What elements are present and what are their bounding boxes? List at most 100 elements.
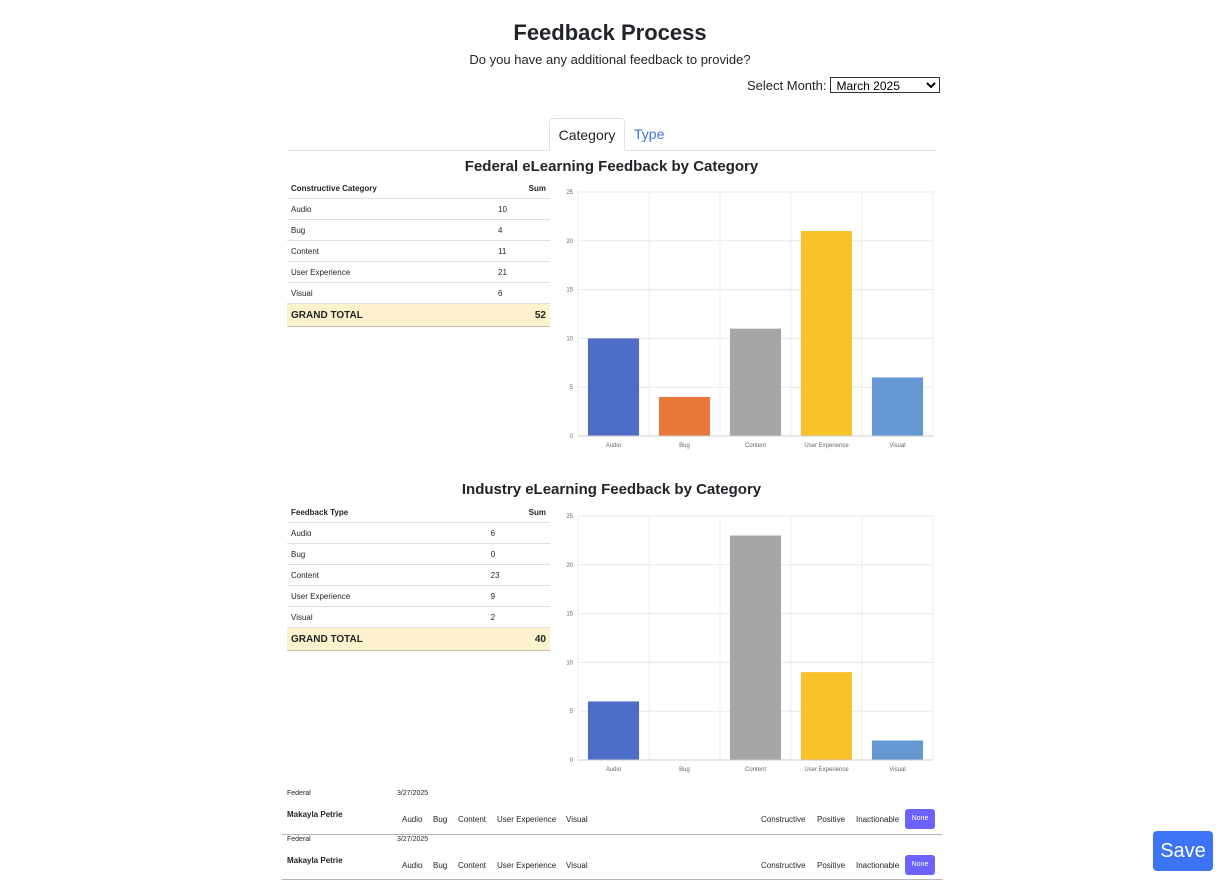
- category-chip-audio[interactable]: Audio: [402, 861, 423, 870]
- y-tick-label: 5: [570, 385, 574, 391]
- x-tick-label: Content: [745, 443, 766, 449]
- bar-audio: [587, 338, 640, 436]
- grand-total-label: GRAND TOTAL: [287, 303, 495, 327]
- y-tick-label: 25: [566, 514, 573, 520]
- y-tick-label: 20: [566, 239, 573, 245]
- row-label: Visual: [287, 282, 495, 304]
- industry-section-title: Industry eLearning Feedback by Category: [461, 481, 762, 498]
- save-button[interactable]: Save: [1153, 831, 1213, 871]
- type-chip-positive[interactable]: Positive: [817, 861, 846, 870]
- month-label: Select Month:: [747, 77, 827, 93]
- x-tick-label: User Experience: [804, 767, 849, 773]
- row-value: 11: [494, 240, 550, 262]
- row-label: Bug: [287, 219, 495, 241]
- type-chip-positive[interactable]: Positive: [817, 815, 846, 824]
- grand-total-row: GRAND TOTAL 40: [287, 627, 550, 651]
- type-chip-inactionable[interactable]: Inactionable: [856, 815, 900, 824]
- table-row: Visual 6: [287, 282, 550, 304]
- bar-user-experience: [800, 672, 853, 760]
- month-selector: Select Month: March 2025: [747, 77, 940, 93]
- column-header: Feedback Type: [287, 503, 487, 523]
- category-chip-visual[interactable]: Visual: [566, 861, 588, 870]
- none-button[interactable]: None: [905, 855, 935, 875]
- y-tick-label: 15: [566, 288, 573, 294]
- y-tick-label: 25: [566, 190, 573, 196]
- row-label: Visual: [287, 606, 487, 628]
- y-tick-label: 5: [570, 709, 574, 715]
- type-chip-constructive[interactable]: Constructive: [761, 861, 806, 870]
- table-row: Audio 10: [287, 198, 550, 220]
- row-value: 23: [486, 564, 550, 586]
- grand-total-label: GRAND TOTAL: [287, 627, 487, 651]
- federal-table: Constructive Category Sum Audio 10 Bug 4 C…: [287, 179, 550, 327]
- federal-bar-chart: 0 5 10 15 20 25 Audio Bug Content User Experience…: [566, 190, 934, 449]
- category-chip-user-experience[interactable]: User Experience: [497, 861, 557, 870]
- x-tick-label: Visual: [889, 767, 905, 773]
- x-tick-label: User Experience: [804, 443, 849, 449]
- bar-visual: [871, 377, 924, 436]
- table-row: User Experience 9: [287, 585, 550, 607]
- x-tick-label: Bug: [679, 443, 690, 449]
- none-button[interactable]: None: [905, 809, 935, 829]
- industry-bar-chart: 0 5 10 15 20 25 Audio Bug Content User Experience…: [566, 514, 934, 773]
- table-row: Visual 2: [287, 606, 550, 628]
- row-value: 10: [494, 198, 550, 220]
- table-header-row: Constructive Category Sum: [287, 179, 550, 199]
- page-title: Feedback Process: [513, 20, 707, 45]
- entry-name: Makayla Petrie: [287, 810, 343, 819]
- category-chip-content[interactable]: Content: [458, 861, 487, 870]
- tab-category[interactable]: Category: [549, 118, 625, 151]
- row-value: 9: [486, 585, 550, 607]
- column-header: Constructive Category: [287, 179, 495, 199]
- entry-divider: [282, 834, 942, 835]
- category-chip-content[interactable]: Content: [458, 815, 487, 824]
- x-tick-label: Audio: [606, 767, 622, 773]
- entry-divider: [282, 879, 942, 880]
- tab-bar: Category Type: [287, 118, 936, 151]
- bar-user-experience: [800, 231, 853, 436]
- table-row: User Experience 21: [287, 261, 550, 283]
- entry-date: 3/27/2025: [397, 836, 429, 843]
- row-value: 4: [494, 219, 550, 241]
- industry-table: Feedback Type Sum Audio 6 Bug 0 Content 23 …: [287, 503, 550, 651]
- grand-total-value: 52: [494, 303, 550, 327]
- bar-content: [729, 535, 782, 760]
- federal-section-title: Federal eLearning Feedback by Category: [464, 158, 759, 175]
- bar-audio: [587, 701, 640, 760]
- grand-total-value: 40: [486, 627, 550, 651]
- entry-name: Makayla Petrie: [287, 856, 343, 865]
- table-row: Bug 4: [287, 219, 550, 241]
- tab-type[interactable]: Type: [634, 126, 665, 142]
- row-label: Bug: [287, 543, 487, 565]
- grand-total-row: GRAND TOTAL 52: [287, 303, 550, 327]
- x-tick-label: Bug: [679, 767, 690, 773]
- type-chip-inactionable[interactable]: Inactionable: [856, 861, 900, 870]
- category-chip-visual[interactable]: Visual: [566, 815, 588, 824]
- row-value: 6: [494, 282, 550, 304]
- table-row: Content 11: [287, 240, 550, 262]
- table-header-row: Feedback Type Sum: [287, 503, 550, 523]
- y-tick-label: 0: [570, 434, 574, 440]
- row-label: Content: [287, 564, 487, 586]
- y-tick-label: 15: [566, 612, 573, 618]
- row-label: Audio: [287, 522, 487, 544]
- category-chip-audio[interactable]: Audio: [402, 815, 423, 824]
- row-value: 2: [486, 606, 550, 628]
- type-chip-constructive[interactable]: Constructive: [761, 815, 806, 824]
- x-tick-label: Visual: [889, 443, 905, 449]
- bar-content: [729, 328, 782, 436]
- y-tick-label: 10: [566, 336, 573, 342]
- row-label: Audio: [287, 198, 495, 220]
- y-tick-label: 10: [566, 660, 573, 666]
- table-row: Content 23: [287, 564, 550, 586]
- category-chip-user-experience[interactable]: User Experience: [497, 815, 557, 824]
- table-row: Audio 6: [287, 522, 550, 544]
- entry-date: 3/27/2025: [397, 790, 429, 797]
- column-header: Sum: [494, 179, 550, 199]
- month-select[interactable]: March 2025: [829, 77, 940, 93]
- bar-visual: [871, 740, 924, 760]
- page-subtitle: Do you have any additional feedback to p…: [469, 52, 751, 67]
- table-row: Bug 0: [287, 543, 550, 565]
- category-chip-bug[interactable]: Bug: [433, 815, 448, 824]
- category-chip-bug[interactable]: Bug: [433, 861, 448, 870]
